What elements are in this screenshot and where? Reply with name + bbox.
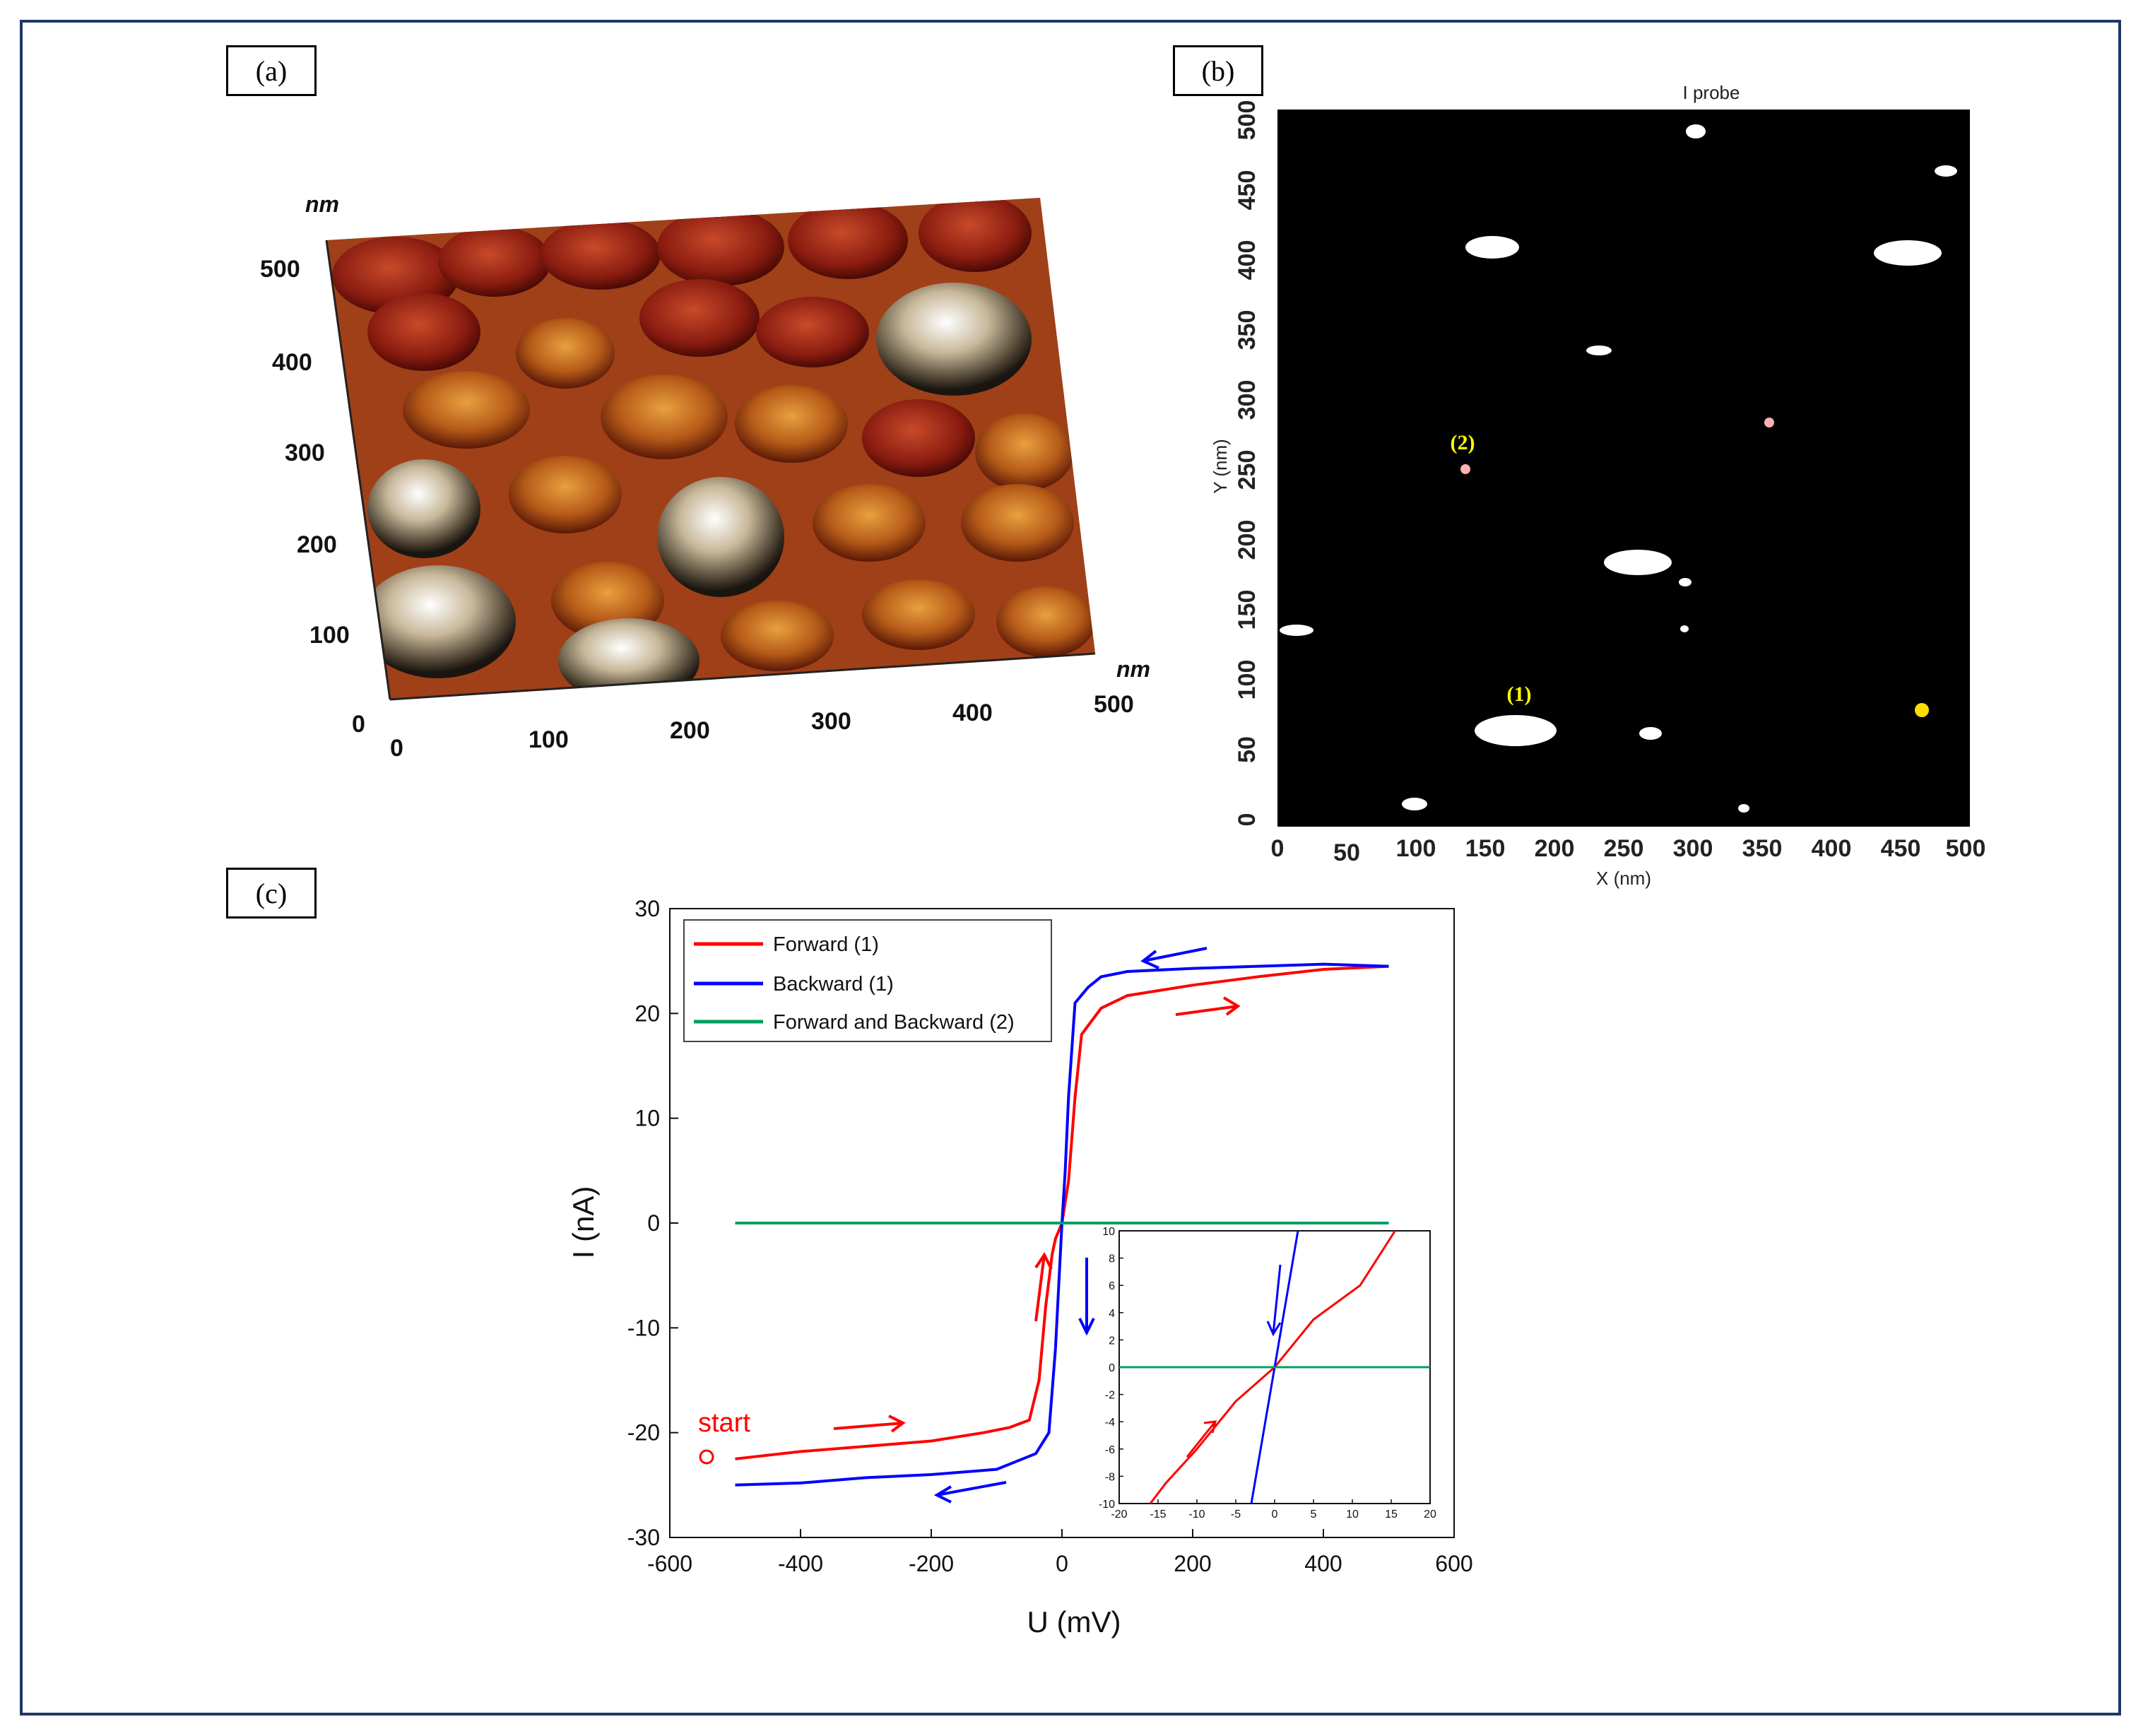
figure-frame [20,20,2121,1716]
panel-b-label: (b) [1173,45,1263,96]
panel-c-label: (c) [226,868,317,919]
panel-a-label: (a) [226,45,317,96]
